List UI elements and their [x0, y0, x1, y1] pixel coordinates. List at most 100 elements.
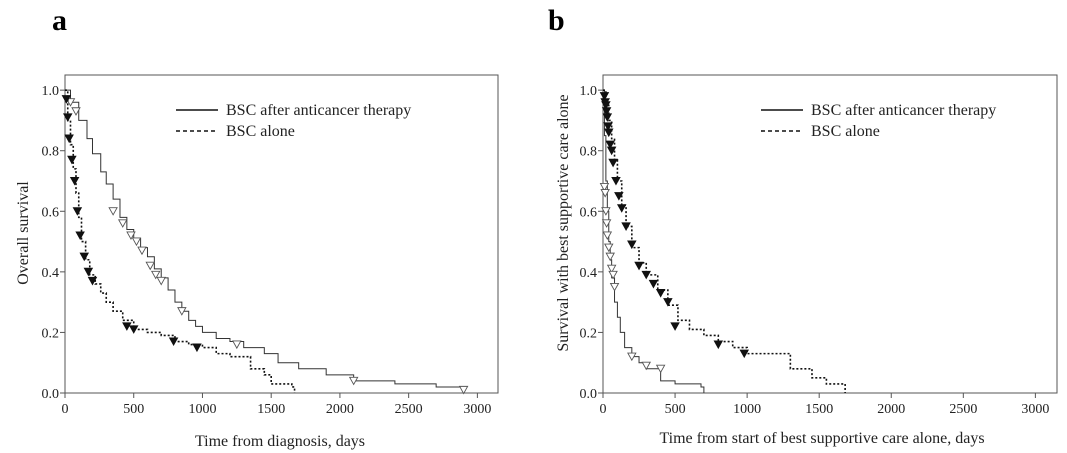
x-tick-label: 2500: [949, 402, 977, 417]
censor-marker: [117, 219, 128, 228]
censor-marker: [601, 219, 612, 228]
x-tick-label: 2000: [326, 402, 354, 417]
panel-label-a: a: [52, 4, 67, 37]
censor-marker: [108, 207, 118, 216]
x-axis-label: Time from diagnosis, days: [195, 433, 365, 450]
y-tick-label: 0.0: [580, 387, 598, 402]
censor-marker: [348, 376, 359, 386]
x-tick-label: 2000: [877, 402, 905, 417]
censor-marker: [605, 140, 615, 150]
y-tick-label: 0.6: [580, 205, 598, 220]
y-tick-label: 0.8: [42, 145, 60, 160]
censor-marker: [602, 231, 613, 241]
censor-marker: [621, 222, 631, 231]
censor-marker: [616, 204, 627, 213]
censor-marker: [131, 237, 142, 247]
x-tick-label: 3000: [1021, 402, 1049, 417]
censor-marker: [83, 267, 94, 277]
legend-label: BSC alone: [811, 123, 880, 140]
censor-marker: [604, 243, 614, 253]
y-tick-label: 0.2: [580, 326, 598, 341]
censor-marker: [603, 122, 613, 132]
x-axis-label: Time from start of best supportive care …: [659, 430, 984, 447]
censor-marker: [606, 264, 617, 274]
censor-marker: [599, 92, 610, 101]
y-tick-label: 0.4: [42, 266, 60, 281]
censor-marker: [608, 270, 618, 280]
censor-marker: [601, 207, 611, 216]
censor-marker: [605, 252, 615, 262]
censor-marker: [61, 95, 72, 104]
censor-marker: [634, 261, 644, 271]
censor-marker: [122, 322, 132, 331]
censor-marker: [611, 176, 621, 186]
y-axis-label: Overall survival: [15, 181, 32, 285]
legend-label: BSC alone: [226, 123, 295, 140]
y-tick-label: 1.0: [42, 84, 60, 99]
censor-marker: [641, 270, 652, 280]
censor-marker: [627, 352, 637, 362]
censor-marker: [156, 276, 166, 286]
legend-label: BSC after anticancer therapy: [226, 102, 411, 119]
censor-marker: [655, 289, 666, 298]
censor-marker: [608, 158, 618, 168]
censor-marker: [627, 240, 637, 250]
y-tick-label: 0.8: [580, 145, 598, 160]
censor-marker: [67, 155, 77, 165]
censor-marker: [87, 276, 98, 286]
y-axis-label: Survival with best supportive care alone: [555, 94, 572, 351]
y-tick-label: 0.2: [42, 326, 60, 341]
series-line-bsc-alone: [65, 89, 296, 393]
censor-marker: [150, 270, 161, 280]
censor-marker: [62, 113, 73, 122]
x-tick-label: 1500: [805, 402, 833, 417]
censor-marker: [601, 107, 612, 116]
chart-panel-b: 0 500 1000 1500 2000 2500 3000 0.0 0.2 0.4 0.6 0.8 1…: [555, 74, 1058, 447]
censor-marker: [192, 343, 202, 353]
censor-marker: [126, 231, 136, 241]
censor-marker: [75, 231, 85, 241]
censor-marker: [168, 337, 179, 347]
chart-panel-a: 0 500 1000 1500 2000 2500 3000 0.0 0.2 0.4 0.6 0.8 1…: [15, 74, 499, 450]
series-line-bsc-alone: [603, 89, 846, 393]
panel-label-b: b: [548, 4, 565, 37]
censor-marker: [641, 361, 652, 371]
censor-marker: [137, 246, 147, 256]
x-tick-label: 0: [62, 402, 69, 417]
censor-marker: [232, 340, 242, 350]
censor-marker: [670, 322, 680, 331]
plot-frame: [602, 74, 1058, 394]
x-tick-label: 1000: [733, 402, 761, 417]
y-tick-label: 0.4: [580, 266, 598, 281]
censor-marker: [177, 307, 187, 316]
censor-marker: [599, 183, 610, 192]
censor-marker: [79, 252, 90, 262]
censor-marker: [663, 298, 673, 307]
censor-marker: [614, 192, 624, 201]
y-tick-label: 0.6: [42, 205, 60, 220]
censor-marker: [602, 113, 613, 122]
plot-frame: [64, 74, 499, 394]
censor-marker: [600, 189, 610, 198]
censor-marker: [739, 349, 750, 359]
x-tick-label: 2500: [395, 402, 423, 417]
censor-marker: [655, 364, 666, 374]
censor-marker: [64, 134, 74, 144]
censor-marker: [609, 282, 620, 292]
x-tick-label: 3000: [463, 402, 491, 417]
censor-marker: [145, 261, 155, 271]
censor-marker: [648, 279, 659, 289]
y-tick-label: 1.0: [580, 84, 598, 99]
x-tick-label: 0: [600, 402, 607, 417]
x-tick-label: 1500: [257, 402, 285, 417]
censor-marker: [601, 101, 611, 110]
x-tick-label: 500: [665, 402, 686, 417]
censor-marker: [72, 207, 83, 216]
x-tick-label: 500: [123, 402, 144, 417]
series-line-after-anticancer: [603, 89, 705, 393]
x-tick-label: 1000: [188, 402, 216, 417]
censor-marker: [606, 146, 617, 156]
censor-marker: [128, 325, 139, 334]
legend-label: BSC after anticancer therapy: [811, 102, 996, 119]
